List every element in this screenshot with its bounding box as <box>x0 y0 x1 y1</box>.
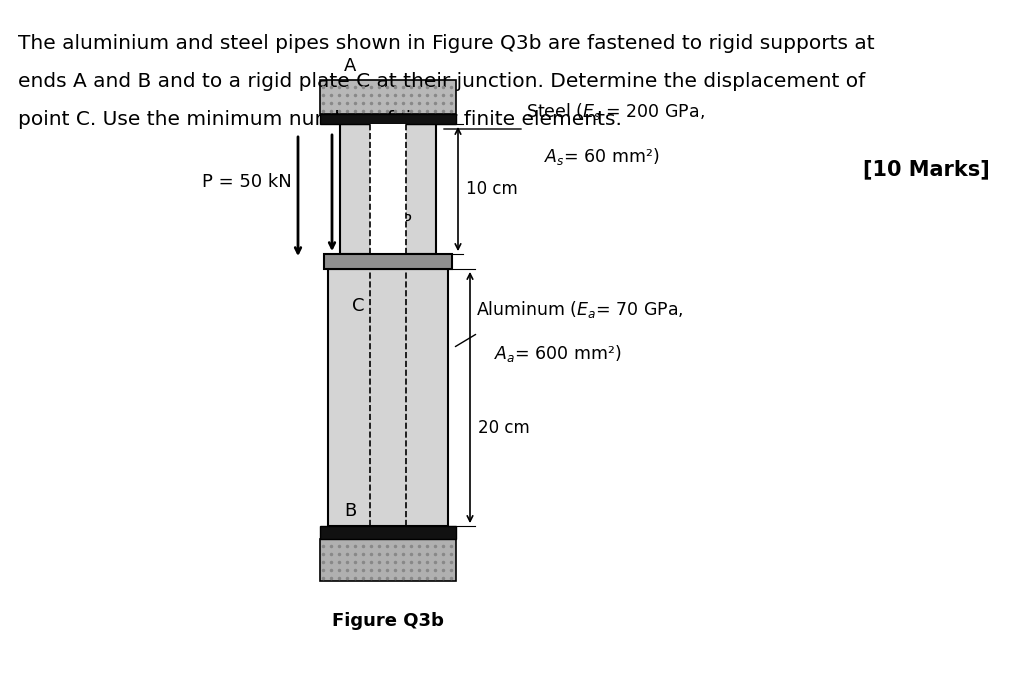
Bar <box>319 114 456 124</box>
Bar <box>319 80 456 114</box>
Text: Steel ($\it{E}_s$ = 200 GPa,: Steel ($\it{E}_s$ = 200 GPa, <box>526 101 705 122</box>
Bar <box>340 124 436 254</box>
Bar <box>319 539 456 581</box>
Text: 10 cm: 10 cm <box>466 180 518 198</box>
Bar <box>370 124 406 254</box>
Text: [10 Marks]: [10 Marks] <box>863 159 990 179</box>
Text: C: C <box>352 297 365 315</box>
Text: ends A and B and to a rigid plate C at their junction. Determine the displacemen: ends A and B and to a rigid plate C at t… <box>18 72 865 91</box>
Text: A: A <box>344 57 356 75</box>
Text: x: x <box>389 136 398 151</box>
Text: P = 50 kN: P = 50 kN <box>203 173 292 191</box>
Text: point C. Use the minimum number of linear finite elements.: point C. Use the minimum number of linea… <box>18 110 622 129</box>
Text: 20 cm: 20 cm <box>478 419 529 437</box>
Text: $\it{A}_a$= 600 mm²): $\it{A}_a$= 600 mm²) <box>494 343 622 364</box>
Text: P: P <box>402 214 412 229</box>
Text: B: B <box>344 502 356 520</box>
Bar <box>328 269 449 526</box>
Text: $\it{A}_s$= 60 mm²): $\it{A}_s$= 60 mm²) <box>544 146 659 167</box>
Bar <box>324 254 452 269</box>
Text: Aluminum ($\it{E}_a$= 70 GPa,: Aluminum ($\it{E}_a$= 70 GPa, <box>476 299 684 320</box>
Bar <box>319 526 456 539</box>
Text: The aluminium and steel pipes shown in Figure Q3b are fastened to rigid supports: The aluminium and steel pipes shown in F… <box>18 34 874 53</box>
Text: Figure Q3b: Figure Q3b <box>332 612 444 630</box>
